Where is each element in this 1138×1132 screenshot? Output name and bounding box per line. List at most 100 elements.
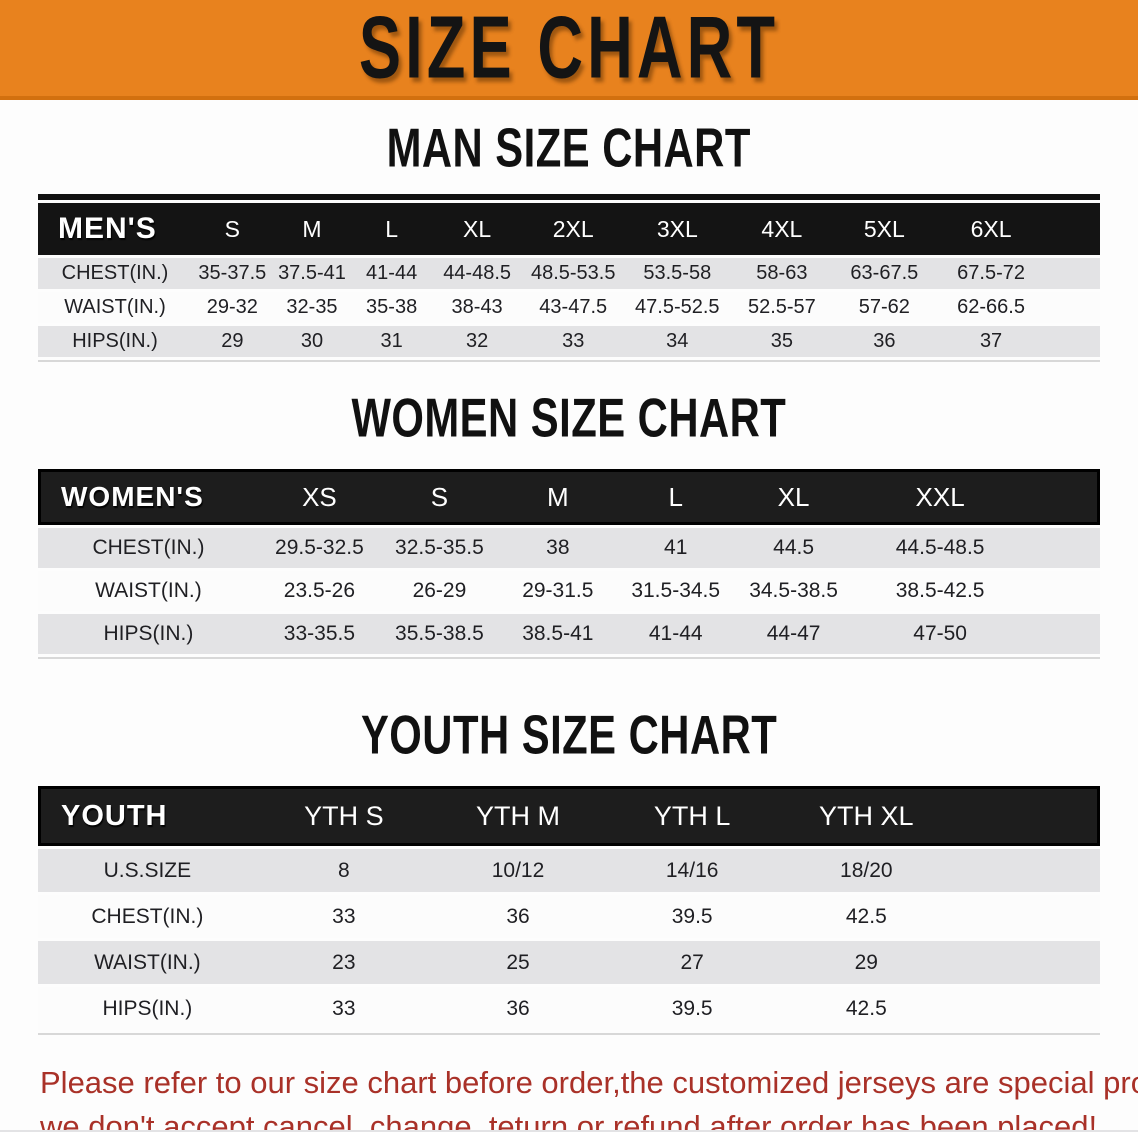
size-value: 52.5-57 — [730, 292, 834, 323]
size-value: 38-43 — [431, 292, 523, 323]
table-row: HIPS(IN.) 33 36 39.5 42.5 — [38, 987, 1100, 1030]
size-value: 35.5-38.5 — [379, 614, 499, 654]
youth-section: YOUTH SIZE CHART YOUTH YTH S YTH M YTH L YTH… — [0, 705, 1138, 1035]
size-column-header: YTH M — [430, 786, 606, 846]
size-column-header: L — [616, 469, 735, 525]
size-value: 43-47.5 — [522, 292, 625, 323]
size-value: 58-63 — [730, 258, 834, 289]
size-column-header: 4XL — [730, 203, 834, 255]
men-size-table: MEN'S S M L XL 2XL 3XL 4XL 5XL 6XL CHEST(IN.) 35-37… — [38, 194, 1100, 362]
row-label: HIPS(IN.) — [38, 326, 192, 357]
size-value: 25 — [430, 941, 606, 984]
size-value: 53.5-58 — [624, 258, 731, 289]
size-value: 44.5 — [734, 528, 853, 568]
size-value: 39.5 — [605, 895, 780, 938]
header-filler — [1027, 469, 1100, 525]
women-section: WOMEN SIZE CHART WOMEN'S XS S M L XL XXL CHEST(… — [0, 388, 1138, 659]
row-label: HIPS(IN.) — [38, 987, 257, 1030]
size-value: 62-66.5 — [935, 292, 1047, 323]
table-row: WAIST(IN.) 23.5-26 26-29 29-31.5 31.5-34.5 34… — [38, 571, 1100, 611]
row-filler — [1027, 528, 1100, 568]
row-label: WAIST(IN.) — [38, 571, 259, 611]
size-value: 27 — [605, 941, 780, 984]
row-filler — [953, 895, 1100, 938]
size-value: 36 — [430, 895, 606, 938]
table-group-label: WOMEN'S — [38, 469, 259, 525]
row-filler — [1027, 614, 1100, 654]
row-label: HIPS(IN.) — [38, 614, 259, 654]
size-column-header: XL — [431, 203, 523, 255]
size-column-header: YTH XL — [779, 786, 954, 846]
size-value: 32.5-35.5 — [379, 528, 499, 568]
size-value: 31.5-34.5 — [616, 571, 735, 611]
table-row: CHEST(IN.) 35-37.5 37.5-41 41-44 44-48.5 48.5… — [38, 258, 1100, 289]
size-value: 8 — [256, 849, 431, 892]
size-value: 35-37.5 — [192, 258, 273, 289]
size-value: 18/20 — [779, 849, 954, 892]
size-value: 44-48.5 — [431, 258, 523, 289]
size-value: 26-29 — [379, 571, 499, 611]
size-value: 57-62 — [833, 292, 936, 323]
size-value: 33-35.5 — [258, 614, 380, 654]
size-value: 23.5-26 — [258, 571, 380, 611]
size-value: 31 — [351, 326, 432, 357]
row-filler — [953, 987, 1100, 1030]
size-value: 29 — [779, 941, 954, 984]
row-filler — [953, 941, 1100, 984]
table-header-row: MEN'S S M L XL 2XL 3XL 4XL 5XL 6XL — [38, 203, 1100, 255]
row-label: CHEST(IN.) — [38, 528, 259, 568]
row-filler — [1046, 258, 1100, 289]
youth-table: YOUTH YTH S YTH M YTH L YTH XL U.S.SIZE 8 10/12… — [38, 783, 1100, 1033]
size-value: 34 — [624, 326, 731, 357]
size-column-header: S — [192, 203, 273, 255]
size-value: 29.5-32.5 — [258, 528, 380, 568]
disclaimer: Please refer to our size chart before or… — [40, 1061, 1138, 1132]
size-value: 38.5-42.5 — [852, 571, 1028, 611]
size-column-header: S — [379, 469, 499, 525]
table-row: WAIST(IN.) 23 25 27 29 — [38, 941, 1100, 984]
header-filler — [953, 786, 1100, 846]
size-value: 33 — [256, 987, 431, 1030]
table-row: HIPS(IN.) 29 30 31 32 33 34 35 36 37 — [38, 326, 1100, 357]
size-column-header: M — [272, 203, 352, 255]
size-value: 29-32 — [192, 292, 273, 323]
size-column-header: M — [498, 469, 617, 525]
row-label: CHEST(IN.) — [38, 895, 257, 938]
disclaimer-line-2: we don't accept cancel, change, teturn o… — [40, 1109, 1098, 1132]
size-column-header: XL — [734, 469, 853, 525]
size-value: 33 — [256, 895, 431, 938]
table-header-row: YOUTH YTH S YTH M YTH L YTH XL — [38, 786, 1100, 846]
women-section-heading: WOMEN SIZE CHART — [351, 387, 787, 449]
row-filler — [1046, 292, 1100, 323]
women-size-table: WOMEN'S XS S M L XL XXL CHEST(IN.) 29.5-32.5 32.5… — [38, 466, 1100, 659]
page-title: SIZE CHART — [358, 0, 780, 97]
size-value: 36 — [833, 326, 936, 357]
table-top-rule — [38, 194, 1100, 200]
size-value: 47-50 — [852, 614, 1028, 654]
table-row: HIPS(IN.) 33-35.5 35.5-38.5 38.5-41 41-44 44-… — [38, 614, 1100, 654]
size-value: 14/16 — [605, 849, 780, 892]
size-value: 35-38 — [351, 292, 432, 323]
size-value: 67.5-72 — [935, 258, 1047, 289]
size-value: 47.5-52.5 — [624, 292, 731, 323]
size-value: 38.5-41 — [498, 614, 617, 654]
size-value: 29 — [192, 326, 273, 357]
size-value: 32-35 — [272, 292, 352, 323]
banner: SIZE CHART — [0, 0, 1138, 100]
size-column-header: 5XL — [833, 203, 936, 255]
size-column-header: YTH S — [256, 786, 431, 846]
size-column-header: 3XL — [624, 203, 731, 255]
size-value: 63-67.5 — [833, 258, 936, 289]
size-column-header: 2XL — [522, 203, 625, 255]
row-label: WAIST(IN.) — [38, 941, 257, 984]
table-row: U.S.SIZE 8 10/12 14/16 18/20 — [38, 849, 1100, 892]
size-column-header: XS — [258, 469, 380, 525]
table-group-label: MEN'S — [38, 203, 192, 255]
youth-size-table: YOUTH YTH S YTH M YTH L YTH XL U.S.SIZE 8 10/12… — [38, 783, 1100, 1035]
disclaimer-line-1: Please refer to our size chart before or… — [40, 1065, 1138, 1100]
row-filler — [1046, 326, 1100, 357]
size-value: 42.5 — [779, 895, 954, 938]
row-filler — [1027, 571, 1100, 611]
table-header-row: WOMEN'S XS S M L XL XXL — [38, 469, 1100, 525]
men-table: MEN'S S M L XL 2XL 3XL 4XL 5XL 6XL CHEST(IN.) 35-37… — [38, 200, 1100, 360]
